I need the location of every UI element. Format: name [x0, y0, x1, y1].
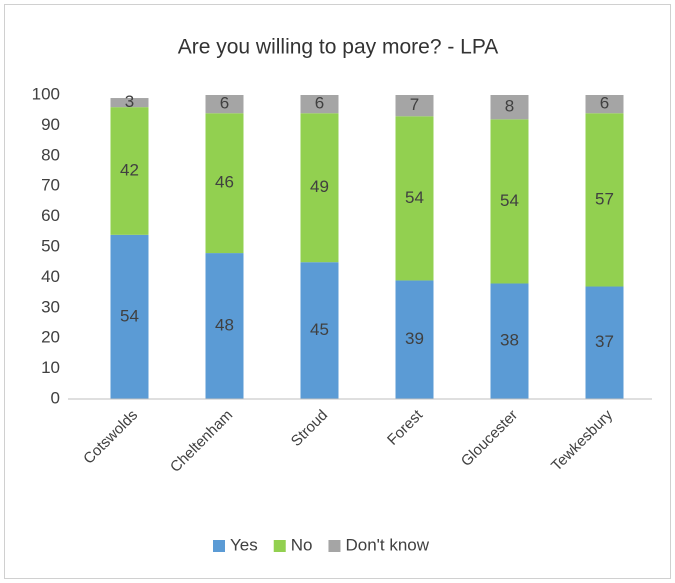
y-tick-label: 30 — [41, 297, 60, 316]
bar-segment — [490, 283, 529, 399]
data-label: 54 — [120, 306, 139, 325]
data-label: 54 — [405, 188, 424, 207]
bar-segment — [490, 119, 529, 284]
legend-label: Don't know — [345, 535, 429, 554]
y-tick-label: 40 — [41, 267, 60, 286]
bar-segment — [205, 253, 244, 399]
bar-segment — [110, 98, 149, 108]
legend-label: Yes — [230, 535, 258, 554]
bar-segment — [300, 95, 339, 114]
data-label: 45 — [310, 320, 329, 339]
data-label: 37 — [595, 332, 614, 351]
legend-swatch — [273, 540, 286, 552]
y-tick-label: 20 — [41, 328, 60, 347]
data-label: 38 — [500, 331, 519, 350]
y-tick-label: 90 — [41, 115, 60, 134]
bar-segment — [395, 280, 434, 399]
y-tick-label: 60 — [41, 206, 60, 225]
bar-segment — [300, 113, 339, 263]
chart-title: Are you willing to pay more? - LPA — [178, 36, 499, 59]
bar-segment — [395, 116, 434, 281]
y-tick-label: 0 — [51, 388, 60, 407]
bar-segment — [110, 234, 149, 399]
data-label: 49 — [310, 177, 329, 196]
data-label: 6 — [315, 94, 324, 113]
legend-swatch — [213, 540, 225, 552]
data-label: 6 — [220, 94, 229, 113]
legend-swatch — [328, 540, 341, 552]
y-tick-label: 70 — [41, 176, 60, 195]
bar-segment — [205, 95, 244, 114]
y-tick-label: 50 — [41, 236, 60, 255]
legend-label: No — [291, 535, 313, 554]
data-label: 7 — [410, 95, 419, 114]
data-label: 57 — [595, 189, 614, 208]
data-label: 39 — [405, 329, 424, 348]
data-label: 3 — [125, 92, 134, 111]
bar-segment — [205, 113, 244, 254]
bar-segment — [300, 262, 339, 399]
data-label: 6 — [600, 94, 609, 113]
y-tick-label: 80 — [41, 145, 60, 164]
bar-segment — [585, 113, 624, 287]
bar-segment — [110, 107, 149, 235]
data-label: 8 — [505, 97, 514, 116]
data-label: 46 — [215, 173, 234, 192]
y-tick-label: 10 — [41, 358, 60, 377]
data-label: 54 — [500, 191, 519, 210]
data-label: 48 — [215, 316, 234, 335]
bar-segment — [395, 95, 434, 117]
data-label: 42 — [120, 160, 139, 179]
bar-segment — [585, 95, 624, 114]
y-tick-label: 100 — [32, 84, 60, 103]
bar-segment — [585, 286, 624, 399]
bar-segment — [490, 95, 529, 120]
